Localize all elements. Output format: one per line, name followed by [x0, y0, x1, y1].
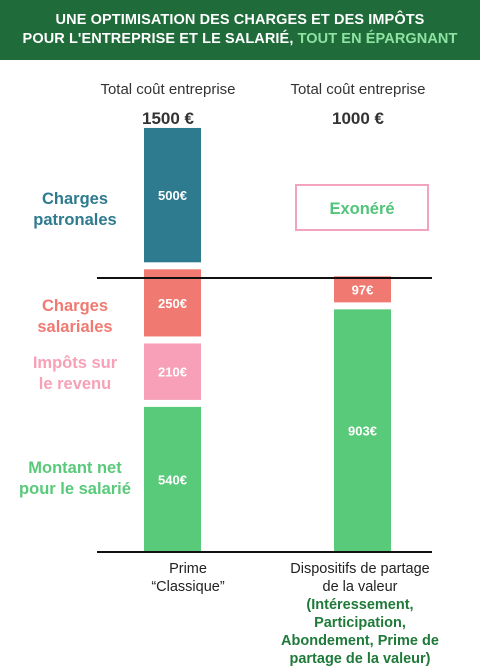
row-label-charges-patronales: Charges patronales: [0, 189, 150, 231]
x-label-line: (Intéressement,: [306, 597, 414, 613]
bar-segment-montant-net-pour-le-salarie: [144, 406, 201, 552]
column-total: 1000 €: [332, 109, 384, 128]
row-label-line: patronales: [33, 211, 117, 229]
column-header-partage-valeur: Total coût entreprise 1000 €: [263, 80, 453, 130]
title-banner: UNE OPTIMISATION DES CHARGES ET DES IMPÔ…: [0, 0, 480, 60]
row-label-line: Montant net: [28, 459, 122, 477]
title-line-2-accent: TOUT EN ÉPARGNANT: [297, 31, 458, 47]
column-subtitle: Total coût entreprise: [100, 81, 236, 98]
x-label-line: de la valeur: [322, 579, 398, 595]
row-label-line: Charges: [41, 297, 109, 315]
x-axis-label-prime-classique: Prime “Classique”: [118, 560, 258, 596]
data-label-charges-salariales: 250€: [158, 296, 187, 311]
title-line-2-prefix: POUR L'ENTREPRISE ET LE SALARIÉ,: [22, 31, 298, 47]
column-subtitle: Total coût entreprise: [290, 81, 426, 98]
x-label-line: Participation,: [314, 615, 406, 631]
row-label-line: salariales: [37, 318, 113, 336]
title-line-2: POUR L'ENTREPRISE ET LE SALARIÉ, TOUT EN…: [0, 30, 480, 49]
data-label-montant-net-pour-le-salarie: 540€: [158, 472, 187, 487]
x-label-line: Prime: [169, 561, 207, 577]
column-total: 1500 €: [142, 109, 194, 128]
x-label-line: Abondement, Prime de: [281, 633, 439, 649]
annotation-text-exonere: Exonéré: [329, 200, 394, 218]
row-label-charges-salariales: Charges salariales: [0, 296, 150, 338]
column-header-prime-classique: Total coût entreprise 1500 €: [73, 80, 263, 130]
title-line-1: UNE OPTIMISATION DES CHARGES ET DES IMPÔ…: [55, 12, 425, 28]
x-label-line: “Classique”: [151, 579, 225, 595]
bar-segment-impots-sur-le-revenu: [144, 343, 201, 400]
x-label-line: partage de la valeur): [289, 651, 431, 667]
data-label-charges-patronales: 500€: [158, 188, 187, 203]
row-label-line: pour le salarié: [19, 480, 131, 498]
bar-segment-charges-salariales: [334, 276, 391, 303]
row-label-line: Charges: [41, 190, 109, 208]
row-label-impots-revenu: Impôts sur le revenu: [0, 353, 150, 395]
data-label-montant-net-pour-le-salarie: 903€: [348, 424, 377, 439]
row-label-line: Impôts sur: [32, 354, 118, 372]
annotation-box-exonere: [295, 184, 429, 231]
data-label-charges-salariales: 97€: [352, 282, 374, 297]
bar-segment-charges-salariales: [144, 269, 201, 337]
x-axis-label-partage-valeur: Dispositifs de partage de la valeur (Int…: [260, 560, 460, 668]
x-label-line: Dispositifs de partage: [290, 561, 430, 577]
data-label-impots-sur-le-revenu: 210€: [158, 365, 187, 380]
row-label-line: le revenu: [38, 375, 112, 393]
bar-segment-charges-patronales: [144, 127, 201, 263]
x-label-detail: (Intéressement, Participation, Abondemen…: [260, 596, 460, 668]
bar-segment-montant-net-pour-le-salarie: [334, 309, 391, 552]
row-label-montant-net: Montant net pour le salarié: [0, 458, 150, 500]
